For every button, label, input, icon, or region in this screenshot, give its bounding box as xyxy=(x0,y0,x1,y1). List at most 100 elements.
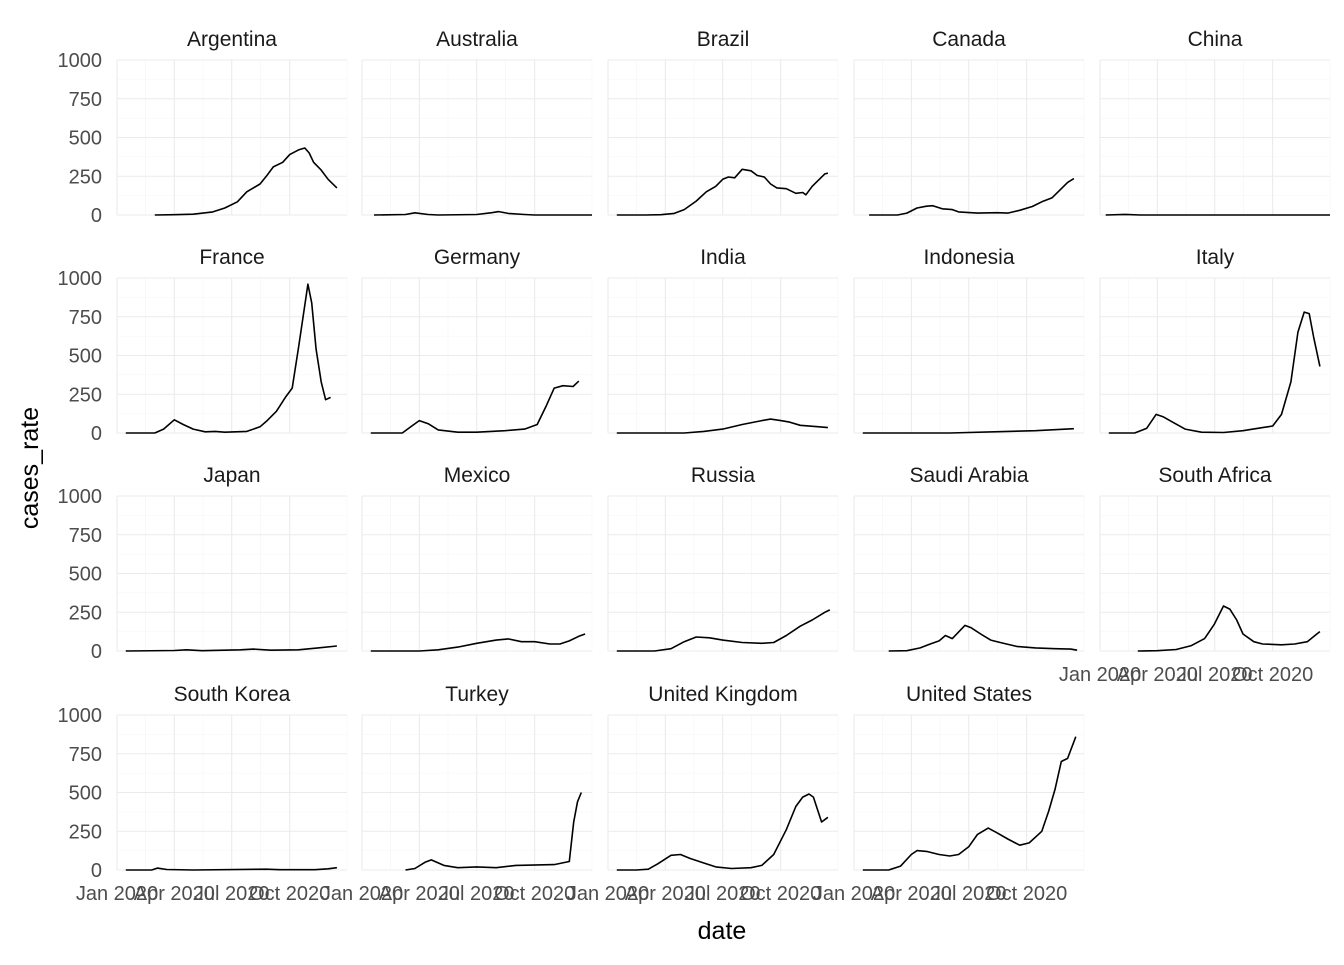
y-tick-label: 250 xyxy=(69,384,102,406)
x-axis-title: date xyxy=(698,917,747,945)
x-tick-label: Apr 2020 xyxy=(379,883,460,905)
panel-australia: Australia xyxy=(361,28,593,216)
y-tick-label: 500 xyxy=(69,346,102,368)
series-line-south-africa xyxy=(1137,605,1321,652)
series-line-turkey xyxy=(405,792,583,871)
panel-saudi-arabia: Saudi Arabia xyxy=(853,464,1085,652)
panel-title: Brazil xyxy=(697,28,750,51)
y-tick-label: 750 xyxy=(69,307,102,329)
panel-russia: Russia xyxy=(607,464,839,652)
panel-title: China xyxy=(1188,28,1243,51)
y-tick-label: 750 xyxy=(69,525,102,547)
panel-title: Saudi Arabia xyxy=(909,464,1028,487)
x-tick-label: Oct 2020 xyxy=(740,883,821,905)
panel-france: France 0 250 500 750 1000 xyxy=(58,246,348,445)
series-line-japan xyxy=(125,645,337,652)
panel-title: Argentina xyxy=(187,28,277,51)
x-tick-label: Apr 2020 xyxy=(1117,664,1198,686)
y-tick-label: 0 xyxy=(91,205,102,227)
panel-title: Turkey xyxy=(445,683,509,706)
x-tick-label: Apr 2020 xyxy=(134,883,215,905)
panel-title: Indonesia xyxy=(923,246,1014,269)
panel-title: United States xyxy=(906,683,1032,706)
panel-china: China xyxy=(1099,28,1331,216)
panel-india: India xyxy=(607,246,839,434)
y-tick-label: 500 xyxy=(69,783,102,805)
series-line-germany xyxy=(370,380,580,434)
panel-title: Australia xyxy=(436,28,518,51)
panel-japan: Japan 0 250 500 750 1000 xyxy=(58,464,348,663)
panel-title: Russia xyxy=(691,464,756,487)
series-line-united-states xyxy=(862,736,1077,871)
y-tick-label: 0 xyxy=(91,423,102,445)
x-tick-label: Jan 2020 xyxy=(321,883,403,905)
series-line-united-kingdom xyxy=(616,793,829,871)
x-tick-label: Jan 2020 xyxy=(1059,664,1141,686)
x-tick-label: Oct 2020 xyxy=(494,883,575,905)
x-tick-label: Jan 2020 xyxy=(813,883,895,905)
x-tick-label: Oct 2020 xyxy=(986,883,1067,905)
panel-argentina: Argentina 0 250 500 750 1000 xyxy=(58,28,348,227)
panels-layer: Argentina 0 250 500 750 1000 Australia Brazil Ca… xyxy=(58,28,1331,905)
x-tick-label: Jul 2020 xyxy=(1177,664,1253,686)
series-line-saudi-arabia xyxy=(888,624,1078,652)
panel-title: Canada xyxy=(932,28,1006,51)
x-tick-label: Jul 2020 xyxy=(931,883,1007,905)
x-tick-label: Jul 2020 xyxy=(194,883,270,905)
y-tick-label: 1000 xyxy=(58,268,103,290)
series-line-russia xyxy=(616,609,831,652)
series-line-canada xyxy=(869,177,1075,216)
panel-title: Germany xyxy=(434,246,521,269)
panel-title: South Korea xyxy=(174,683,291,706)
panel-brazil: Brazil xyxy=(607,28,839,216)
y-tick-label: 250 xyxy=(69,602,102,624)
series-line-india xyxy=(616,418,828,434)
series-line-brazil xyxy=(616,168,829,216)
y-tick-label: 250 xyxy=(69,166,102,188)
panel-germany: Germany xyxy=(361,246,593,434)
series-line-argentina xyxy=(154,147,338,216)
panel-mexico: Mexico xyxy=(361,464,593,652)
panel-title: Mexico xyxy=(444,464,511,487)
y-tick-label: 1000 xyxy=(58,50,103,72)
panel-title: Italy xyxy=(1196,246,1235,269)
x-tick-label: Jul 2020 xyxy=(439,883,515,905)
panel-italy: Italy xyxy=(1099,246,1331,434)
y-tick-label: 0 xyxy=(91,641,102,663)
panel-canada: Canada xyxy=(853,28,1085,216)
series-line-australia xyxy=(373,210,592,216)
series-line-china xyxy=(1105,213,1330,216)
panel-indonesia: Indonesia xyxy=(853,246,1085,434)
y-tick-label: 0 xyxy=(91,860,102,882)
panel-title: India xyxy=(700,246,746,269)
series-line-mexico xyxy=(370,633,586,652)
y-tick-label: 500 xyxy=(69,564,102,586)
x-tick-label: Apr 2020 xyxy=(625,883,706,905)
series-line-indonesia xyxy=(862,427,1074,434)
y-tick-label: 1000 xyxy=(58,486,103,508)
x-tick-label: Jul 2020 xyxy=(685,883,761,905)
y-tick-label: 250 xyxy=(69,821,102,843)
panel-title: France xyxy=(199,246,264,269)
x-tick-label: Jan 2020 xyxy=(76,883,158,905)
x-tick-label: Oct 2020 xyxy=(1232,664,1313,686)
x-tick-label: Apr 2020 xyxy=(871,883,952,905)
series-line-france xyxy=(125,283,331,434)
series-line-south-korea xyxy=(125,866,337,871)
y-tick-label: 500 xyxy=(69,128,102,150)
y-axis-title: cases_rate xyxy=(16,407,44,529)
panel-title: United Kingdom xyxy=(648,683,797,706)
panel-title: Japan xyxy=(203,464,260,487)
series-line-italy xyxy=(1108,311,1321,434)
y-tick-label: 750 xyxy=(69,89,102,111)
x-tick-label: Jan 2020 xyxy=(567,883,649,905)
y-tick-label: 1000 xyxy=(58,705,103,727)
x-tick-label: Oct 2020 xyxy=(249,883,330,905)
